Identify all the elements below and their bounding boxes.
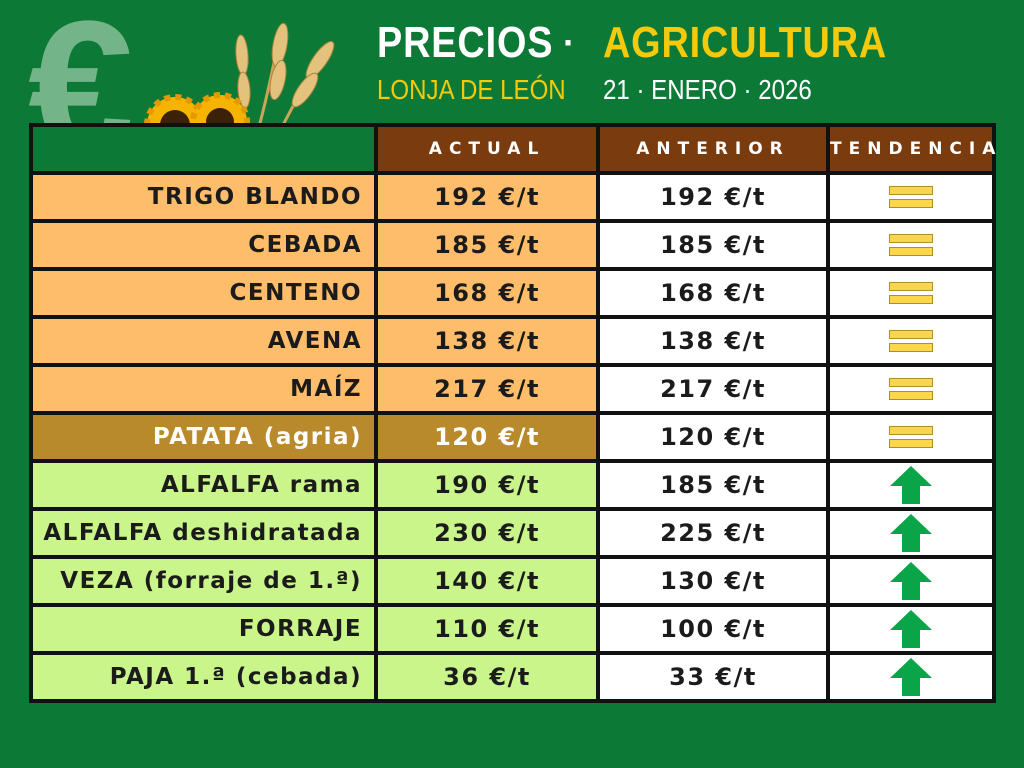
price-anterior: 100 €/t <box>595 603 831 655</box>
trend-cell <box>826 315 996 367</box>
product-name: MAÍZ <box>28 363 379 415</box>
table-row: AVENA 138 €/t 138 €/t <box>28 315 996 367</box>
arrow-up-icon <box>890 466 933 504</box>
arrow-up-icon <box>890 514 933 552</box>
title-agricultura: AGRICULTURA <box>603 18 888 67</box>
trend-cell <box>826 267 996 319</box>
trend-cell <box>826 507 996 559</box>
price-actual: 120 €/t <box>374 411 600 463</box>
arrow-up-icon <box>890 658 933 696</box>
table-row: ALFALFA deshidratada 230 €/t 225 €/t <box>28 507 996 559</box>
trend-cell <box>826 555 996 607</box>
table-row: CEBADA 185 €/t 185 €/t <box>28 219 996 271</box>
equal-bars-icon <box>889 328 934 354</box>
price-actual: 217 €/t <box>374 363 600 415</box>
equal-bars-icon <box>889 184 934 210</box>
arrow-up-icon <box>890 610 933 648</box>
title-precios: PRECIOS <box>377 18 554 67</box>
trend-cell <box>826 651 996 703</box>
product-name: PATATA (agria) <box>28 411 379 463</box>
title-separator: · <box>563 22 575 63</box>
arrow-up-icon <box>890 562 933 600</box>
table-row: MAÍZ 217 €/t 217 €/t <box>28 363 996 415</box>
trend-cell <box>826 219 996 271</box>
product-name: ALFALFA rama <box>28 459 379 511</box>
price-actual: 190 €/t <box>374 459 600 511</box>
subtitle-lonja: LONJA DE LEÓN <box>377 74 566 105</box>
trend-cell <box>826 363 996 415</box>
header: € PRECIOS · AGRICULTURA LONJA DE LEÓN <box>0 0 1024 183</box>
price-table: ACTUAL ANTERIOR TENDENCIA TRIGO BLANDO 19… <box>28 123 996 703</box>
trend-cell <box>826 411 996 463</box>
table-row: VEZA (forraje de 1.ª) 140 €/t 130 €/t <box>28 555 996 607</box>
column-header-anterior: ANTERIOR <box>595 123 831 175</box>
price-anterior: 168 €/t <box>595 267 831 319</box>
product-name: TRIGO BLANDO <box>28 171 379 223</box>
price-actual: 36 €/t <box>374 651 600 703</box>
table-row: ALFALFA rama 190 €/t 185 €/t <box>28 459 996 511</box>
table-row: FORRAJE 110 €/t 100 €/t <box>28 603 996 655</box>
price-anterior: 185 €/t <box>595 459 831 511</box>
table-row: PAJA 1.ª (cebada) 36 €/t 33 €/t <box>28 651 996 703</box>
trend-cell <box>826 459 996 511</box>
price-anterior: 130 €/t <box>595 555 831 607</box>
product-name: VEZA (forraje de 1.ª) <box>28 555 379 607</box>
product-name: FORRAJE <box>28 603 379 655</box>
price-actual: 185 €/t <box>374 219 600 271</box>
table-row: TRIGO BLANDO 192 €/t 192 €/t <box>28 171 996 223</box>
report-date: 21 · ENERO · 2026 <box>603 74 812 105</box>
price-actual: 138 €/t <box>374 315 600 367</box>
product-name: ALFALFA deshidratada <box>28 507 379 559</box>
price-anterior: 33 €/t <box>595 651 831 703</box>
header-blank-cell <box>28 123 379 175</box>
equal-bars-icon <box>889 424 934 450</box>
price-anterior: 192 €/t <box>595 171 831 223</box>
trend-cell <box>826 603 996 655</box>
price-anterior: 138 €/t <box>595 315 831 367</box>
price-anterior: 217 €/t <box>595 363 831 415</box>
price-actual: 192 €/t <box>374 171 600 223</box>
product-name: CEBADA <box>28 219 379 271</box>
equal-bars-icon <box>889 376 934 402</box>
price-actual: 140 €/t <box>374 555 600 607</box>
product-name: AVENA <box>28 315 379 367</box>
product-name: PAJA 1.ª (cebada) <box>28 651 379 703</box>
column-header-actual: ACTUAL <box>374 123 600 175</box>
price-actual: 168 €/t <box>374 267 600 319</box>
price-actual: 110 €/t <box>374 603 600 655</box>
table-header-row: ACTUAL ANTERIOR TENDENCIA <box>28 123 996 175</box>
product-name: CENTENO <box>28 267 379 319</box>
price-anterior: 185 €/t <box>595 219 831 271</box>
table-row: PATATA (agria) 120 €/t 120 €/t <box>28 411 996 463</box>
equal-bars-icon <box>889 232 934 258</box>
price-anterior: 225 €/t <box>595 507 831 559</box>
trend-cell <box>826 171 996 223</box>
table-row: CENTENO 168 €/t 168 €/t <box>28 267 996 319</box>
price-actual: 230 €/t <box>374 507 600 559</box>
column-header-tendencia: TENDENCIA <box>826 123 996 175</box>
price-anterior: 120 €/t <box>595 411 831 463</box>
equal-bars-icon <box>889 280 934 306</box>
